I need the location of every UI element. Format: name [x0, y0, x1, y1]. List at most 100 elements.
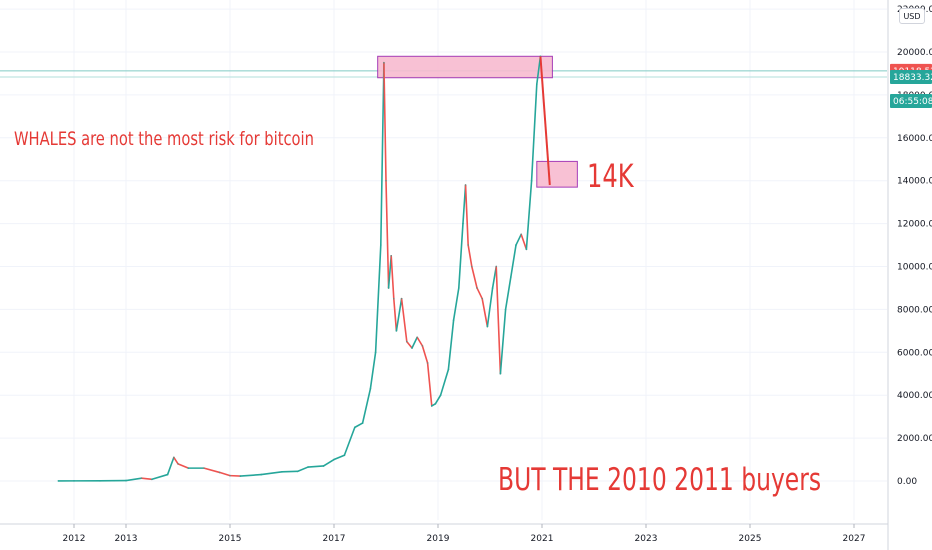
price-point	[380, 244, 382, 246]
price-tag-label: 06:55:08	[893, 97, 932, 107]
price-point	[260, 473, 263, 476]
price-segment	[515, 233, 523, 246]
price-segment	[421, 345, 429, 364]
price-point	[434, 402, 437, 405]
whales-annotation: WHALES are not the most risk for bitcoin	[14, 128, 314, 150]
price-point	[322, 465, 325, 467]
price-point	[411, 347, 413, 349]
x-tick-label: 2013	[115, 534, 138, 544]
zone-box-1[interactable]	[377, 55, 553, 79]
price-point	[400, 297, 403, 300]
price-tag	[890, 70, 932, 85]
price-segment	[504, 276, 512, 311]
price-point	[530, 179, 533, 182]
price-segment	[322, 458, 335, 467]
target-annotation: 14K	[587, 157, 634, 195]
price-point	[296, 470, 299, 473]
price-segment	[296, 466, 309, 473]
price-segment	[239, 473, 263, 477]
price-segment	[439, 368, 450, 397]
price-segment	[379, 61, 385, 246]
price-segment	[392, 297, 398, 332]
price-segment	[369, 351, 377, 390]
price-point	[486, 325, 489, 328]
price-point	[387, 287, 390, 289]
price-point	[481, 297, 484, 300]
buyers-annotation: BUT THE 2010 2011 buyers	[498, 462, 822, 498]
currency-button[interactable]: USD	[899, 8, 925, 24]
price-segment	[203, 467, 221, 474]
x-tick-label: 2027	[843, 534, 866, 544]
zone-box-2[interactable]	[536, 160, 578, 188]
price-point	[173, 456, 175, 459]
price-segment	[525, 179, 533, 251]
price-segment	[395, 297, 403, 332]
price-point	[416, 336, 419, 339]
price-point	[125, 479, 127, 482]
price-point	[140, 477, 143, 480]
y-tick-label: 20000.00	[897, 48, 932, 58]
price-segment	[383, 61, 387, 182]
price-point	[385, 179, 387, 182]
x-tick-label: 2021	[531, 534, 554, 544]
price-tag-label: 18833.32	[893, 73, 932, 83]
price-point	[151, 478, 153, 481]
price-segment	[452, 287, 460, 321]
price-segment	[470, 265, 478, 289]
x-tick-label: 2025	[739, 534, 762, 544]
price-segment	[416, 336, 424, 347]
price-segment	[464, 184, 469, 246]
price-point	[369, 387, 372, 390]
price-segment	[166, 456, 175, 476]
price-point	[99, 479, 101, 482]
price-point	[166, 473, 169, 476]
price-segment	[447, 319, 455, 371]
price-point	[499, 372, 502, 375]
price-point	[354, 426, 356, 429]
price-segment	[530, 83, 538, 182]
price-segment	[343, 426, 356, 457]
y-tick-label: 16000.00	[897, 134, 932, 144]
price-segment	[385, 179, 390, 289]
price-point	[239, 475, 242, 477]
price-point	[395, 330, 398, 332]
price-point	[218, 471, 221, 474]
price-segment	[481, 297, 489, 328]
price-point	[510, 276, 512, 279]
price-segment	[486, 287, 494, 328]
price-point	[536, 83, 538, 85]
price-point	[426, 362, 429, 364]
price-point	[504, 308, 507, 311]
price-point	[447, 368, 450, 371]
price-point	[458, 287, 460, 289]
price-segment	[400, 297, 408, 343]
price-segment	[467, 244, 473, 268]
price-point	[476, 287, 478, 289]
price-point	[467, 244, 469, 246]
price-point	[525, 248, 528, 251]
price-point	[393, 297, 395, 300]
price-segment	[495, 265, 502, 375]
price-point	[464, 184, 467, 186]
x-tick-label: 2023	[635, 534, 658, 544]
price-point	[361, 422, 364, 424]
price-point	[383, 61, 385, 64]
x-tick-label: 2012	[63, 534, 86, 544]
price-point	[281, 470, 283, 473]
price-segment	[333, 454, 346, 461]
price-segment	[140, 477, 153, 481]
y-tick-label: 10000.00	[897, 263, 932, 273]
price-point	[421, 345, 424, 347]
price-point	[343, 454, 346, 457]
price-segment	[390, 254, 395, 300]
x-tick-label: 2015	[219, 534, 242, 544]
price-segment	[173, 456, 179, 465]
price-point	[462, 222, 464, 225]
y-tick-label: 8000.00	[897, 305, 932, 315]
price-point	[390, 254, 393, 257]
price-segment	[405, 340, 413, 349]
drawn-trend-line[interactable]	[539, 56, 551, 186]
price-segment	[374, 244, 382, 354]
price-point	[57, 480, 60, 482]
